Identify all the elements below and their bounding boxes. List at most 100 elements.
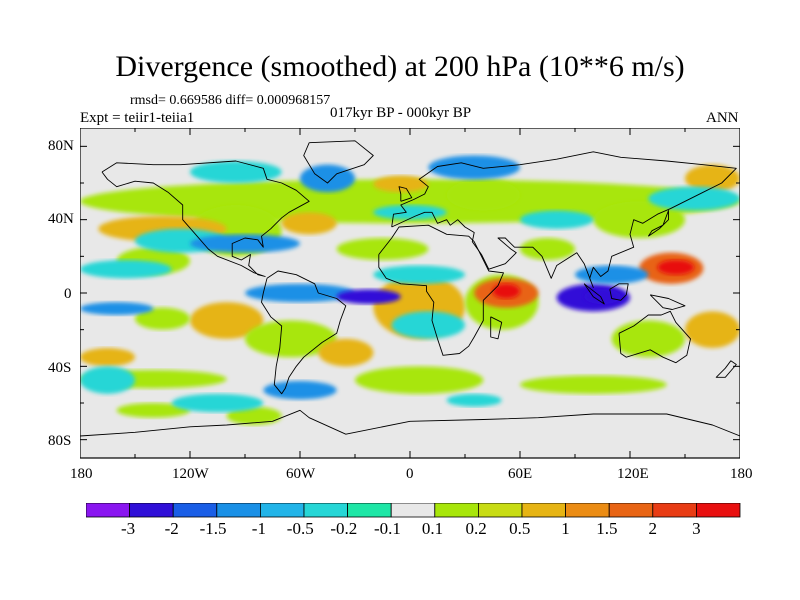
divergence-region: [281, 212, 337, 235]
divergence-region: [648, 186, 740, 211]
colorbar-label: 0.1: [421, 519, 444, 538]
divergence-region: [428, 155, 520, 180]
divergence-region: [190, 161, 282, 183]
divergence-region: [226, 406, 282, 426]
divergence-region: [336, 238, 429, 260]
stats-text: rmsd= 0.669586 diff= 0.000968157: [130, 93, 331, 108]
coastline: [649, 294, 686, 310]
divergence-region: [520, 210, 594, 229]
map-title: Divergence (smoothed) at 200 hPa (10**6 …: [115, 50, 685, 83]
colorbar-swatch: [303, 503, 348, 518]
divergence-region: [116, 403, 190, 418]
divergence-field: [80, 155, 740, 426]
coastline: [391, 151, 737, 288]
colorbar-swatch: [129, 503, 174, 518]
divergence-region: [391, 311, 466, 339]
divergence-region: [355, 366, 484, 394]
colorbar-swatch: [259, 503, 305, 518]
colorbar-label: -0.1: [374, 519, 401, 538]
divergence-region: [373, 205, 447, 220]
divergence-region: [80, 366, 135, 394]
divergence-region: [80, 348, 135, 367]
lon-label-120w: 120W: [172, 466, 209, 482]
lon-label-120e: 120E: [617, 466, 649, 482]
coastline: [490, 316, 503, 340]
colorbar-label: -0.2: [330, 519, 358, 538]
divergence-region: [446, 393, 502, 407]
divergence-region: [657, 260, 695, 275]
colorbar-swatch: [521, 503, 566, 518]
divergence-region: [373, 175, 429, 193]
colorbar-swatch: [477, 503, 523, 518]
divergence-region: [190, 302, 264, 339]
divergence-region: [492, 283, 520, 299]
colorbar-label: -0.5: [286, 519, 314, 538]
divergence-region: [336, 289, 401, 304]
colorbar-label: 1.5: [596, 519, 618, 538]
coastlines: [80, 140, 740, 437]
lon-label-60w: 60W: [286, 466, 316, 482]
coastline: [378, 224, 504, 356]
divergence-region: [245, 320, 337, 358]
coastline: [715, 360, 737, 378]
lon-label-60e: 60E: [508, 466, 533, 482]
colorbar-swatch: [652, 503, 697, 518]
coastline: [303, 140, 374, 184]
colorbar-label: 0.2: [465, 519, 487, 538]
divergence-region: [300, 164, 355, 193]
season-label: ANN: [706, 110, 739, 126]
divergence-region: [584, 289, 621, 304]
lon-label-180w: 180: [70, 466, 93, 482]
colorbar: [86, 503, 741, 518]
divergence-region: [263, 381, 337, 400]
coastline: [583, 283, 605, 305]
divergence-region: [80, 302, 154, 315]
divergence-region: [373, 265, 465, 284]
coastline: [647, 210, 669, 237]
lon-label-180e: 180: [730, 466, 753, 482]
divergence-region: [171, 393, 264, 413]
divergence-region: [685, 311, 740, 348]
coastline: [101, 160, 310, 277]
lat-label-40n: 40N: [48, 211, 74, 227]
colorbar-swatch: [390, 503, 436, 518]
divergence-region: [318, 338, 374, 367]
divergence-region: [190, 234, 300, 253]
colorbar-label: 0.5: [509, 519, 531, 538]
lat-label-80s: 80S: [48, 433, 72, 449]
colorbar-swatch: [696, 503, 741, 518]
divergence-region: [520, 375, 667, 394]
divergence-region: [575, 265, 649, 284]
lon-label-0: 0: [406, 466, 414, 482]
colorbar-swatch: [608, 503, 654, 518]
lat-label-40s: 40S: [48, 360, 72, 376]
coastline: [618, 310, 691, 364]
colorbar-label: -2: [164, 519, 179, 538]
colorbar-label: -1: [251, 519, 266, 538]
coastline: [80, 409, 740, 437]
coastline: [398, 186, 413, 202]
divergence-region: [685, 164, 740, 193]
colorbar-label: 2: [648, 519, 658, 538]
divergence-region: [593, 201, 686, 238]
colorbar-swatch: [86, 503, 130, 518]
colorbar-swatch: [172, 503, 218, 518]
colorbar-swatch: [347, 503, 392, 518]
colorbar-label: -1.5: [199, 519, 227, 538]
divergence-region: [135, 307, 190, 330]
divergence-region: [446, 179, 520, 211]
coastline: [609, 283, 629, 301]
divergence-region: [80, 260, 172, 279]
colorbar-swatch: [216, 503, 261, 518]
colorbar-swatch: [565, 503, 610, 518]
experiment-label: Expt = teiir1-teiia1: [80, 110, 195, 126]
period-label: 017kyr BP - 000kyr BP: [330, 105, 472, 121]
lat-label-0: 0: [64, 286, 72, 302]
divergence-map: [80, 128, 740, 459]
colorbar-swatch: [434, 503, 479, 518]
divergence-region: [611, 320, 685, 358]
divergence-region: [245, 283, 355, 303]
colorbar-label: 1: [561, 519, 570, 538]
colorbar-label: -3: [121, 519, 136, 538]
colorbar-label: 3: [692, 519, 701, 538]
